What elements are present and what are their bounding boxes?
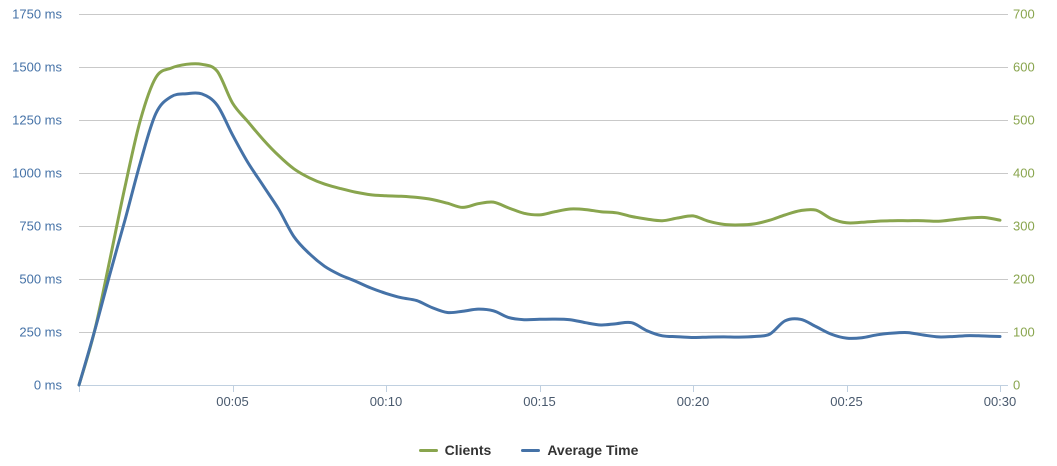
right-axis-label: 700 bbox=[1013, 7, 1035, 22]
x-axis-label: 00:30 bbox=[984, 394, 1017, 409]
left-axis-label: 250 ms bbox=[19, 325, 62, 340]
left-axis-label: 750 ms bbox=[19, 219, 62, 234]
right-axis-label: 200 bbox=[1013, 272, 1035, 287]
x-axis-label: 00:05 bbox=[216, 394, 249, 409]
left-axis-label: 500 ms bbox=[19, 272, 62, 287]
series-line-average-time[interactable] bbox=[77, 91, 1002, 387]
legend-item-clients[interactable]: Clients bbox=[418, 442, 492, 458]
right-axis-label: 300 bbox=[1013, 219, 1035, 234]
left-axis-label: 1750 ms bbox=[12, 7, 62, 22]
series-line-clients[interactable] bbox=[77, 62, 1002, 387]
right-axis-label: 600 bbox=[1013, 60, 1035, 75]
left-axis-label: 1250 ms bbox=[12, 113, 62, 128]
left-axis-label: 1000 ms bbox=[12, 166, 62, 181]
x-axis-label: 00:15 bbox=[523, 394, 556, 409]
chart-legend: Clients Average Time bbox=[0, 442, 1057, 458]
left-axis-label: 1500 ms bbox=[12, 60, 62, 75]
clients-line-marker bbox=[418, 448, 438, 452]
legend-label-clients: Clients bbox=[444, 442, 492, 458]
average-time-line-marker bbox=[521, 448, 541, 452]
right-axis-label: 400 bbox=[1013, 166, 1035, 181]
x-axis-label: 00:25 bbox=[830, 394, 863, 409]
left-axis-label: 0 ms bbox=[34, 378, 63, 393]
right-axis-label: 0 bbox=[1013, 378, 1020, 393]
legend-item-average-time[interactable]: Average Time bbox=[521, 442, 638, 458]
x-axis-label: 00:20 bbox=[677, 394, 710, 409]
right-axis-label: 100 bbox=[1013, 325, 1035, 340]
right-axis-label: 500 bbox=[1013, 113, 1035, 128]
x-axis-label: 00:10 bbox=[370, 394, 403, 409]
legend-label-average-time: Average Time bbox=[547, 442, 639, 458]
